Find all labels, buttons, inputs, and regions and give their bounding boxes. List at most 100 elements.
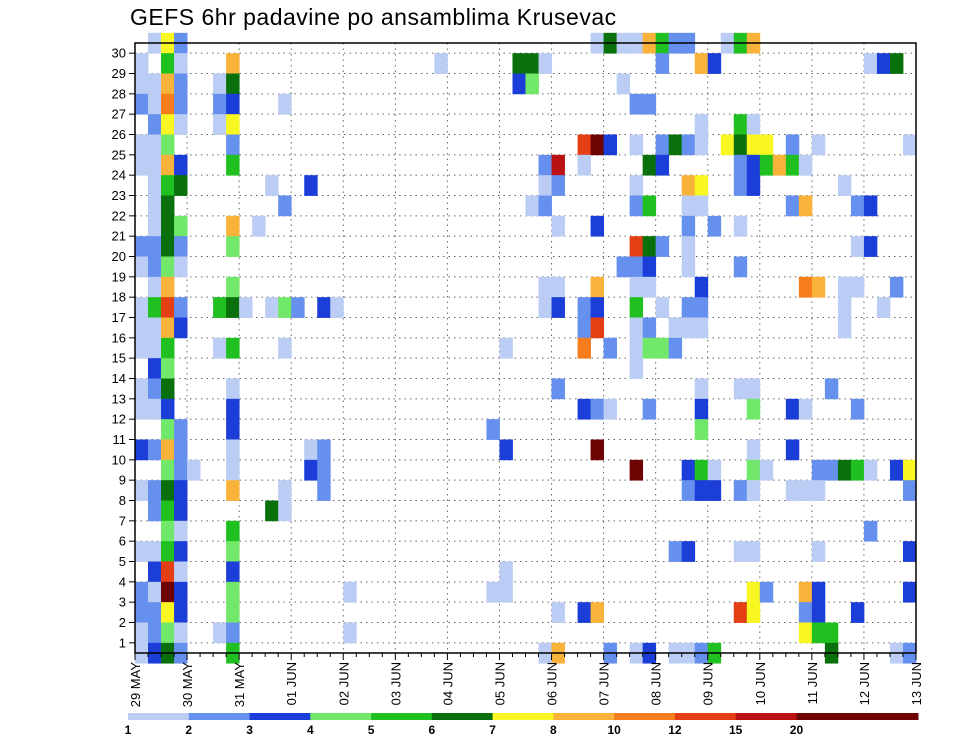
precip-cell <box>577 398 591 420</box>
precip-cell <box>161 622 175 644</box>
precip-cell <box>135 480 149 501</box>
precip-cell <box>837 317 852 339</box>
precip-cell <box>161 297 175 318</box>
y-tick-label: 10 <box>112 452 126 467</box>
precip-cell <box>291 297 305 318</box>
precip-cell <box>148 622 162 644</box>
x-tick-label: 01 JUN <box>284 662 299 705</box>
precip-cell <box>135 236 149 257</box>
precip-cell <box>148 439 162 461</box>
precip-cell <box>694 297 709 318</box>
precip-cell <box>681 236 696 257</box>
x-tick-label: 13 JUN <box>909 662 924 705</box>
precip-cell <box>512 53 526 74</box>
precip-cell <box>668 337 683 359</box>
precip-cell <box>499 561 513 583</box>
precip-cell <box>642 154 657 176</box>
precip-cell <box>551 378 565 400</box>
legend-swatch <box>249 713 311 720</box>
precip-cell <box>785 134 800 156</box>
precip-cell <box>226 215 240 237</box>
legend-swatch <box>857 713 919 720</box>
precip-cell <box>538 175 552 196</box>
precip-cell <box>642 256 657 278</box>
precip-cell <box>187 459 201 481</box>
precip-cell <box>252 215 266 237</box>
precip-cell <box>824 459 839 481</box>
precip-cell <box>538 276 552 298</box>
precip-cell <box>590 276 604 298</box>
precip-cell <box>148 480 162 501</box>
precip-cell <box>811 602 826 623</box>
precip-cell <box>577 297 591 318</box>
precip-cell <box>148 215 162 237</box>
legend-swatch <box>553 713 615 720</box>
precip-cell <box>603 134 618 156</box>
precip-cell <box>798 622 813 644</box>
precip-cell <box>759 581 774 603</box>
y-tick-label: 27 <box>112 107 126 122</box>
x-tick-label: 05 JUN <box>492 662 507 705</box>
precip-cell <box>798 276 813 298</box>
precip-cell <box>161 195 175 217</box>
precip-cell <box>486 419 500 440</box>
precip-cell <box>174 175 188 196</box>
precip-cell <box>902 480 917 501</box>
precip-cell <box>889 459 904 481</box>
precip-cell <box>694 398 709 420</box>
precip-cell <box>174 500 188 522</box>
precip-cell <box>174 480 188 501</box>
precip-cell <box>733 175 748 196</box>
precip-cell <box>330 297 344 318</box>
precip-cell <box>499 337 513 359</box>
precip-cell <box>629 195 644 217</box>
precip-cell <box>538 195 552 217</box>
precip-cell <box>174 622 188 644</box>
precip-cell <box>694 53 709 74</box>
precip-cell <box>525 195 539 217</box>
precip-cell <box>317 439 331 461</box>
legend-swatch <box>128 713 190 720</box>
precip-cell <box>850 276 865 298</box>
precip-cell <box>161 73 175 95</box>
legend-label: 15 <box>729 723 743 737</box>
precip-cell <box>577 134 591 156</box>
precip-cell <box>161 480 175 501</box>
precip-cell <box>213 297 227 318</box>
precip-cell <box>707 215 722 237</box>
y-tick-label: 5 <box>119 554 126 569</box>
precip-cell <box>811 276 826 298</box>
precip-cell <box>785 195 800 217</box>
precip-cell <box>213 622 227 644</box>
precip-cell <box>161 500 175 522</box>
x-tick-label: 02 JUN <box>336 662 351 705</box>
precip-cell <box>798 154 813 176</box>
y-tick-label: 8 <box>119 493 126 508</box>
precip-cell <box>226 276 240 298</box>
precip-cell <box>668 317 683 339</box>
precip-cell <box>148 561 162 583</box>
precip-cell <box>161 256 175 278</box>
precip-cell <box>746 114 761 135</box>
y-tick-label: 25 <box>112 147 126 162</box>
precip-cell <box>668 541 683 562</box>
legend-swatch <box>735 713 797 720</box>
precip-cell <box>226 93 240 115</box>
precip-cell <box>681 256 696 278</box>
precip-cell <box>733 114 748 135</box>
precip-cell <box>343 581 357 603</box>
legend-swatch <box>310 713 372 720</box>
precip-cell <box>629 297 644 318</box>
precip-cell <box>811 581 826 603</box>
legend-label: 7 <box>489 723 496 737</box>
x-tick-label: 06 JUN <box>545 662 560 705</box>
precip-cell <box>642 236 657 257</box>
precip-cell <box>863 520 878 542</box>
precip-cell <box>746 602 761 623</box>
precip-cell <box>161 93 175 115</box>
legend-label: 5 <box>368 723 375 737</box>
precip-cell <box>161 520 175 542</box>
precip-cell <box>850 602 865 623</box>
precip-cell <box>148 602 162 623</box>
precip-cell <box>694 175 709 196</box>
